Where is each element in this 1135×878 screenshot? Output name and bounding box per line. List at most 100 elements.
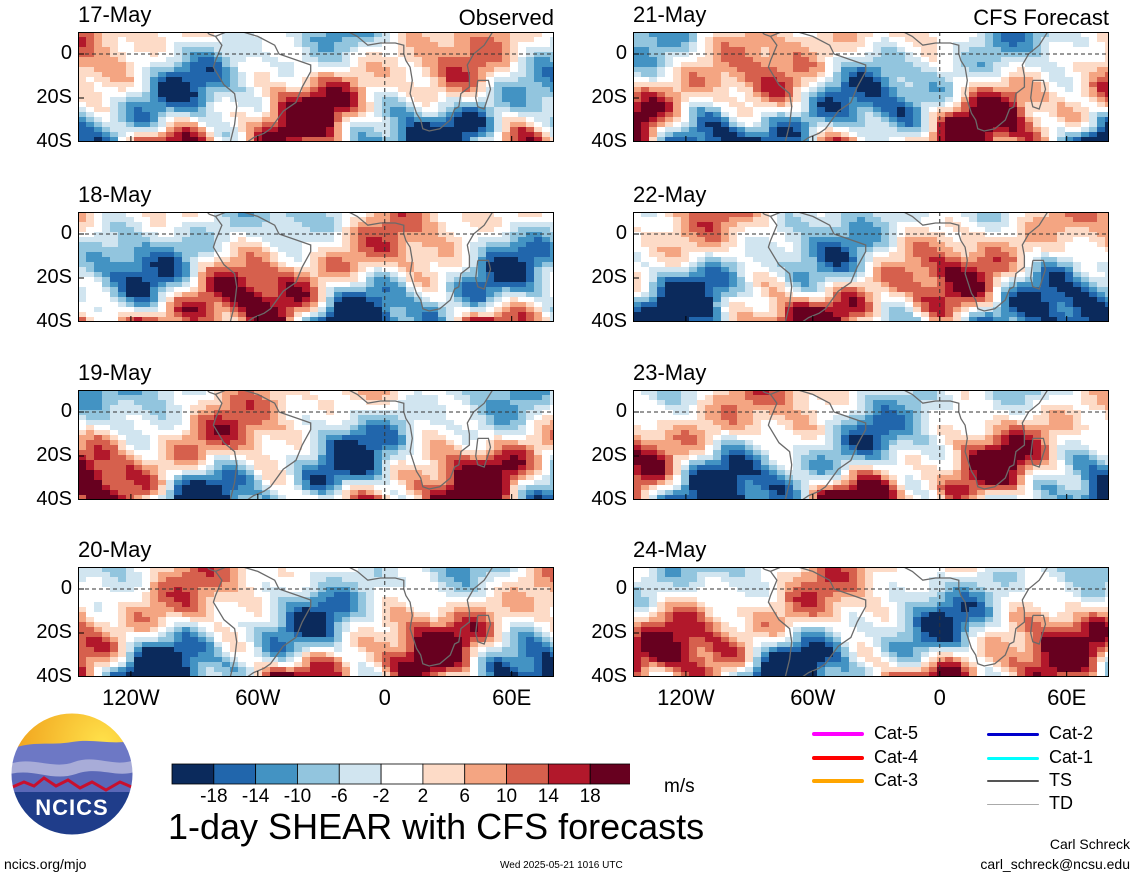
heatmap-cell xyxy=(270,627,279,633)
heatmap-cell xyxy=(374,277,383,283)
heatmap-cell xyxy=(238,662,247,668)
heatmap-cell xyxy=(430,410,439,416)
heatmap-cell xyxy=(94,390,103,396)
heatmap-cell xyxy=(334,415,343,421)
heatmap-cell xyxy=(398,82,407,88)
heatmap-cell xyxy=(302,420,311,426)
heatmap-cell xyxy=(294,102,303,108)
heatmap-cell xyxy=(462,455,471,461)
heatmap-cell xyxy=(382,627,391,633)
heatmap-cell xyxy=(510,72,519,78)
heatmap-cell xyxy=(414,490,423,496)
heatmap-cell xyxy=(414,410,423,416)
heatmap-cell xyxy=(230,297,239,303)
heatmap-cell xyxy=(246,97,255,103)
heatmap-cell xyxy=(78,307,87,313)
heatmap-cell xyxy=(422,292,431,298)
heatmap-cell xyxy=(510,435,519,441)
heatmap-cell xyxy=(238,212,247,218)
heatmap-cell xyxy=(486,425,495,431)
heatmap-cell xyxy=(118,277,127,283)
heatmap-cell xyxy=(94,107,103,113)
heatmap-cell xyxy=(286,137,295,142)
heatmap-cell xyxy=(358,62,367,68)
heatmap-cell xyxy=(334,475,343,481)
heatmap-cell xyxy=(150,82,159,88)
heatmap-cell xyxy=(174,672,183,677)
heatmap-cell xyxy=(118,430,127,436)
heatmap-cell xyxy=(542,460,551,466)
heatmap-cell xyxy=(454,287,463,293)
heatmap-cell xyxy=(534,292,543,298)
heatmap-cell xyxy=(94,607,103,613)
heatmap-cell xyxy=(398,117,407,123)
heatmap-cell xyxy=(438,102,447,108)
heatmap-cell xyxy=(294,87,303,93)
heatmap-cell xyxy=(382,607,391,613)
heatmap-cell xyxy=(198,242,207,248)
heatmap-cell xyxy=(478,400,487,406)
heatmap-cell xyxy=(294,232,303,238)
heatmap-cell xyxy=(142,587,151,593)
heatmap-cell xyxy=(150,627,159,633)
heatmap-cell xyxy=(358,307,367,313)
heatmap-cell xyxy=(158,297,167,303)
heatmap-cell xyxy=(350,122,359,128)
heatmap-cell xyxy=(86,77,95,83)
heatmap-cell xyxy=(406,597,415,603)
heatmap-cell xyxy=(454,480,463,486)
heatmap-cell xyxy=(286,642,295,648)
heatmap-cell xyxy=(150,272,159,278)
heatmap-cell xyxy=(262,430,271,436)
heatmap-cell xyxy=(430,227,439,233)
heatmap-cell xyxy=(198,410,207,416)
heatmap-cell xyxy=(174,445,183,451)
heatmap-cell xyxy=(358,490,367,496)
heatmap-cell xyxy=(342,617,351,623)
heatmap-cell xyxy=(278,57,287,63)
heatmap-cell xyxy=(390,52,399,58)
heatmap-cell xyxy=(182,622,191,628)
heatmap-cell xyxy=(398,420,407,426)
heatmap-cell xyxy=(174,475,183,481)
heatmap-cell xyxy=(214,77,223,83)
heatmap-cell xyxy=(406,42,415,48)
heatmap-cell xyxy=(238,242,247,248)
heatmap-cell xyxy=(150,77,159,83)
heatmap-cell xyxy=(406,420,415,426)
heatmap-cell xyxy=(102,262,111,268)
heatmap-cell xyxy=(334,577,343,583)
heatmap-cell xyxy=(534,440,543,446)
heatmap-cell xyxy=(294,435,303,441)
heatmap-cell xyxy=(310,420,319,426)
heatmap-cell xyxy=(326,617,335,623)
heatmap-cell xyxy=(278,425,287,431)
heatmap-cell xyxy=(422,607,431,613)
heatmap-cell xyxy=(398,87,407,93)
heatmap-cell xyxy=(534,455,543,461)
heatmap-cell xyxy=(318,672,327,677)
heatmap-cell xyxy=(126,662,135,668)
heatmap-cell xyxy=(174,435,183,441)
heatmap-cell xyxy=(310,242,319,248)
heatmap-cell xyxy=(214,465,223,471)
heatmap-cell xyxy=(342,435,351,441)
heatmap-cell xyxy=(118,657,127,663)
heatmap-cell xyxy=(334,672,343,677)
heatmap-cell xyxy=(550,37,554,43)
heatmap-cell xyxy=(214,592,223,598)
heatmap-cell xyxy=(430,117,439,123)
heatmap-cell xyxy=(366,122,375,128)
heatmap-cell xyxy=(366,667,375,673)
heatmap-cell xyxy=(518,287,527,293)
heatmap-cell xyxy=(150,395,159,401)
heatmap-cell xyxy=(78,272,87,278)
heatmap-cell xyxy=(334,622,343,628)
heatmap-cell xyxy=(182,57,191,63)
heatmap-cell xyxy=(518,405,527,411)
heatmap-cell xyxy=(166,212,175,218)
heatmap-cell xyxy=(526,272,535,278)
heatmap-cell xyxy=(158,632,167,638)
heatmap-cell xyxy=(502,212,511,218)
heatmap-cell xyxy=(286,592,295,598)
